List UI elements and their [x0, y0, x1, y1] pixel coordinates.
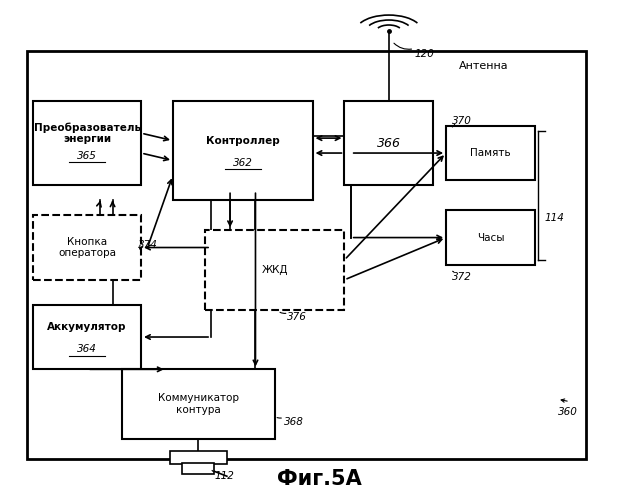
Text: 374: 374	[138, 240, 158, 250]
FancyBboxPatch shape	[27, 51, 586, 459]
FancyBboxPatch shape	[182, 463, 214, 474]
Text: Антенна: Антенна	[459, 61, 508, 71]
FancyBboxPatch shape	[345, 101, 433, 186]
Text: Коммуникатор
контура: Коммуникатор контура	[158, 394, 239, 415]
Text: ЖКД: ЖКД	[262, 265, 288, 275]
Text: 112: 112	[214, 471, 234, 481]
Text: Кнопка
оператора: Кнопка оператора	[58, 236, 116, 258]
FancyBboxPatch shape	[33, 304, 141, 370]
FancyBboxPatch shape	[446, 126, 535, 180]
Text: 362: 362	[233, 158, 253, 168]
Text: Часы: Часы	[477, 232, 504, 242]
Text: 376: 376	[287, 312, 307, 322]
Text: 365: 365	[77, 150, 97, 160]
FancyBboxPatch shape	[205, 230, 345, 310]
Text: Преобразователь
энергии: Преобразователь энергии	[34, 122, 141, 144]
Text: 368: 368	[284, 416, 304, 426]
Text: Фиг.5А: Фиг.5А	[277, 468, 361, 488]
Text: 372: 372	[452, 272, 472, 282]
Text: 360: 360	[558, 406, 579, 416]
Text: 370: 370	[452, 116, 472, 126]
Text: Память: Память	[470, 148, 511, 158]
FancyBboxPatch shape	[173, 101, 313, 200]
FancyBboxPatch shape	[33, 215, 141, 280]
FancyBboxPatch shape	[33, 101, 141, 186]
FancyBboxPatch shape	[170, 452, 227, 464]
FancyBboxPatch shape	[446, 210, 535, 265]
Text: 364: 364	[77, 344, 97, 354]
Text: 120: 120	[414, 48, 434, 58]
Text: Аккумулятор: Аккумулятор	[47, 322, 127, 332]
Text: Контроллер: Контроллер	[206, 136, 279, 145]
FancyBboxPatch shape	[122, 370, 274, 439]
Text: 366: 366	[377, 136, 401, 149]
Text: 114: 114	[544, 212, 565, 222]
